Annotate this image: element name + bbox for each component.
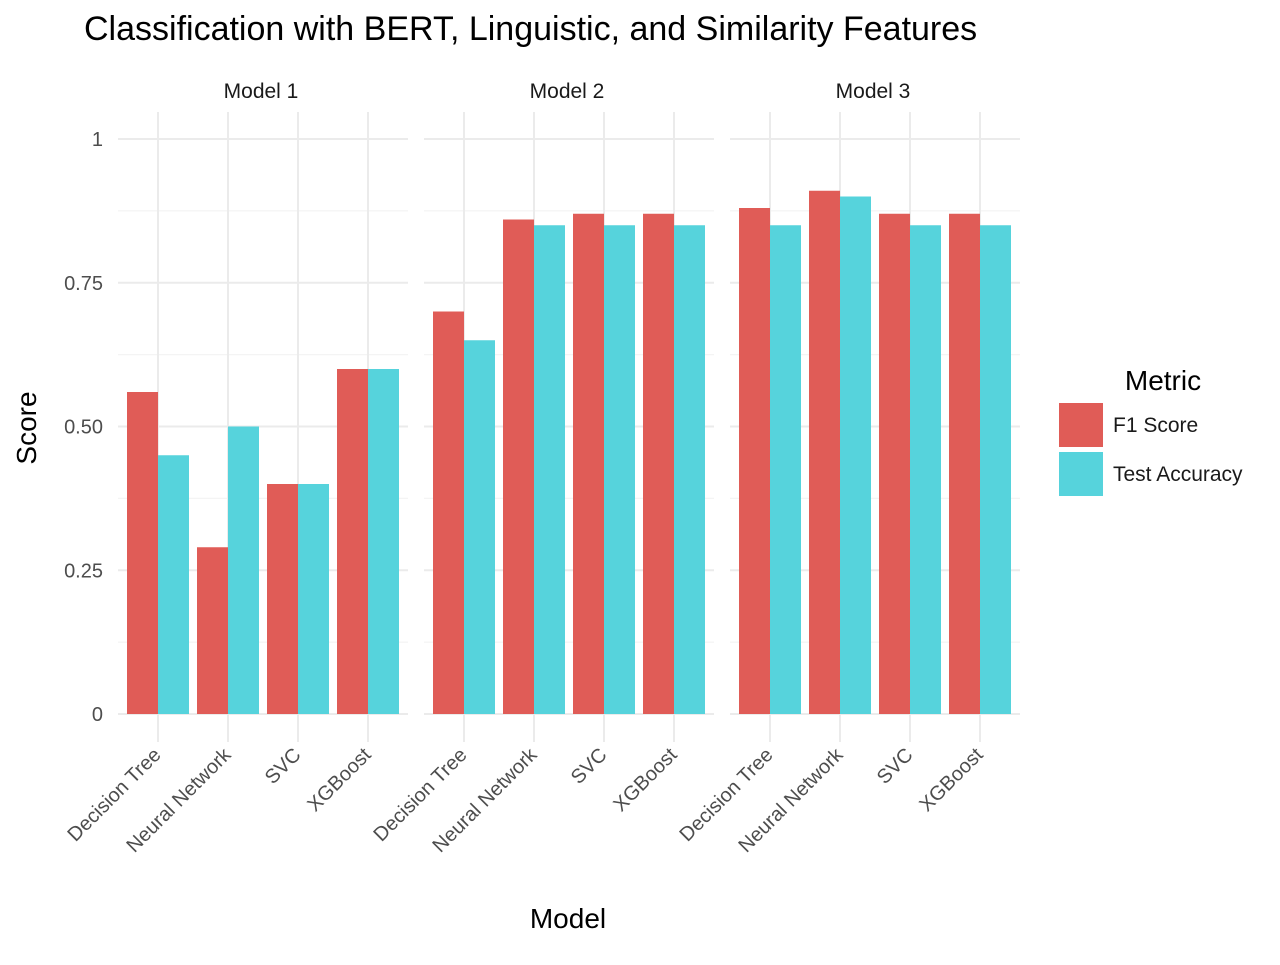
x-tick-label: XGBoost (303, 744, 375, 816)
y-tick-label: 0.50 (64, 417, 103, 439)
bar-test-accuracy (674, 225, 705, 714)
bar-test-accuracy (228, 426, 259, 714)
bar-test-accuracy (910, 225, 941, 714)
legend-title: Metric (1125, 365, 1201, 396)
y-axis-title: Score (11, 391, 42, 464)
legend-swatch (1059, 452, 1103, 496)
x-tick-label: XGBoost (915, 744, 987, 816)
x-axis-title: Model (530, 903, 606, 934)
bar-test-accuracy (534, 225, 565, 714)
bar-test-accuracy (158, 455, 189, 714)
facet-strip-label: Model 3 (836, 80, 911, 103)
bar-f1-score (503, 219, 534, 714)
facet-strip-label: Model 1 (224, 80, 299, 103)
bar-test-accuracy (980, 225, 1011, 714)
y-tick-label: 1 (92, 129, 103, 151)
bar-test-accuracy (604, 225, 635, 714)
bar-f1-score (809, 190, 840, 714)
chart-title: Classification with BERT, Linguistic, an… (84, 10, 977, 48)
facet-strip-label: Model 2 (530, 80, 605, 103)
bar-test-accuracy (770, 225, 801, 714)
legend-label: F1 Score (1113, 414, 1198, 437)
x-tick-label: SVC (261, 744, 306, 789)
legend-swatch (1059, 403, 1103, 447)
legend-label: Test Accuracy (1113, 463, 1243, 486)
x-tick-label: XGBoost (609, 744, 681, 816)
bar-f1-score (433, 311, 464, 714)
bar-f1-score (267, 484, 298, 714)
x-tick-label: SVC (567, 744, 612, 789)
bar-test-accuracy (464, 340, 495, 714)
bar-f1-score (949, 213, 980, 714)
y-tick-label: 0.25 (64, 560, 103, 582)
bar-f1-score (573, 213, 604, 714)
legend: Metric F1 Score Test Accuracy (1059, 365, 1243, 496)
y-tick-label: 0 (92, 704, 103, 726)
bar-f1-score (197, 547, 228, 714)
bar-test-accuracy (298, 484, 329, 714)
y-tick-label: 0.75 (64, 273, 103, 295)
bar-f1-score (337, 369, 368, 714)
bar-f1-score (643, 213, 674, 714)
bar-f1-score (127, 392, 158, 714)
bar-test-accuracy (840, 196, 871, 714)
bar-f1-score (879, 213, 910, 714)
x-tick-label: SVC (873, 744, 918, 789)
bar-test-accuracy (368, 369, 399, 714)
bar-f1-score (739, 208, 770, 714)
